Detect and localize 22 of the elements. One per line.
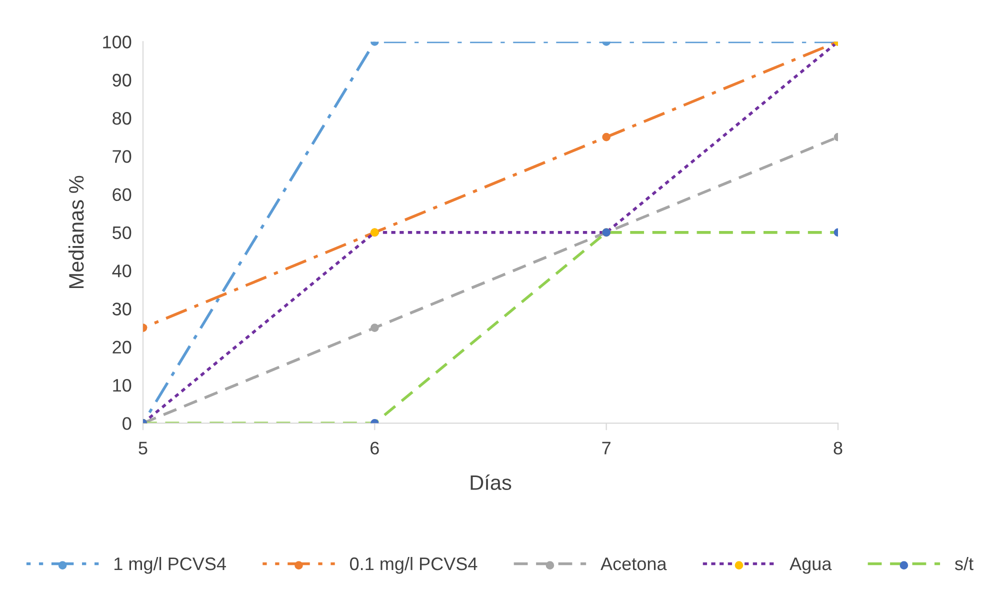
y-tick-label: 10 bbox=[113, 378, 132, 392]
y-tick-label: 40 bbox=[112, 264, 132, 278]
y-tick-label: 80 bbox=[112, 112, 132, 125]
legend-label: Agua bbox=[790, 558, 832, 574]
y-tick-label: 90 bbox=[112, 74, 132, 87]
y-tick-label: 20 bbox=[112, 340, 132, 354]
x-tick-label: 6 bbox=[370, 442, 379, 454]
y-tick-label: 70 bbox=[112, 150, 132, 163]
y-tick-label: 30 bbox=[112, 302, 132, 316]
y-tick-label: 0 bbox=[122, 417, 132, 430]
x-tick-label: 8 bbox=[834, 442, 842, 454]
y-tick-label: 100 bbox=[103, 36, 132, 48]
legend-label: 1 mg/l PCVS4 bbox=[114, 556, 226, 574]
x-tick-label: 7 bbox=[602, 442, 610, 454]
y-tick-label: 60 bbox=[112, 188, 132, 202]
y-tick-label: 50 bbox=[112, 226, 132, 240]
y-axis-title: Medianas % bbox=[68, 176, 84, 288]
x-axis-title: Días bbox=[470, 474, 512, 490]
x-tick-label: 5 bbox=[138, 442, 148, 454]
legend-label: 0.1 mg/l PCVS4 bbox=[350, 556, 478, 574]
legend-label: s/t bbox=[954, 556, 974, 570]
legend-label: Acetona bbox=[600, 558, 667, 570]
